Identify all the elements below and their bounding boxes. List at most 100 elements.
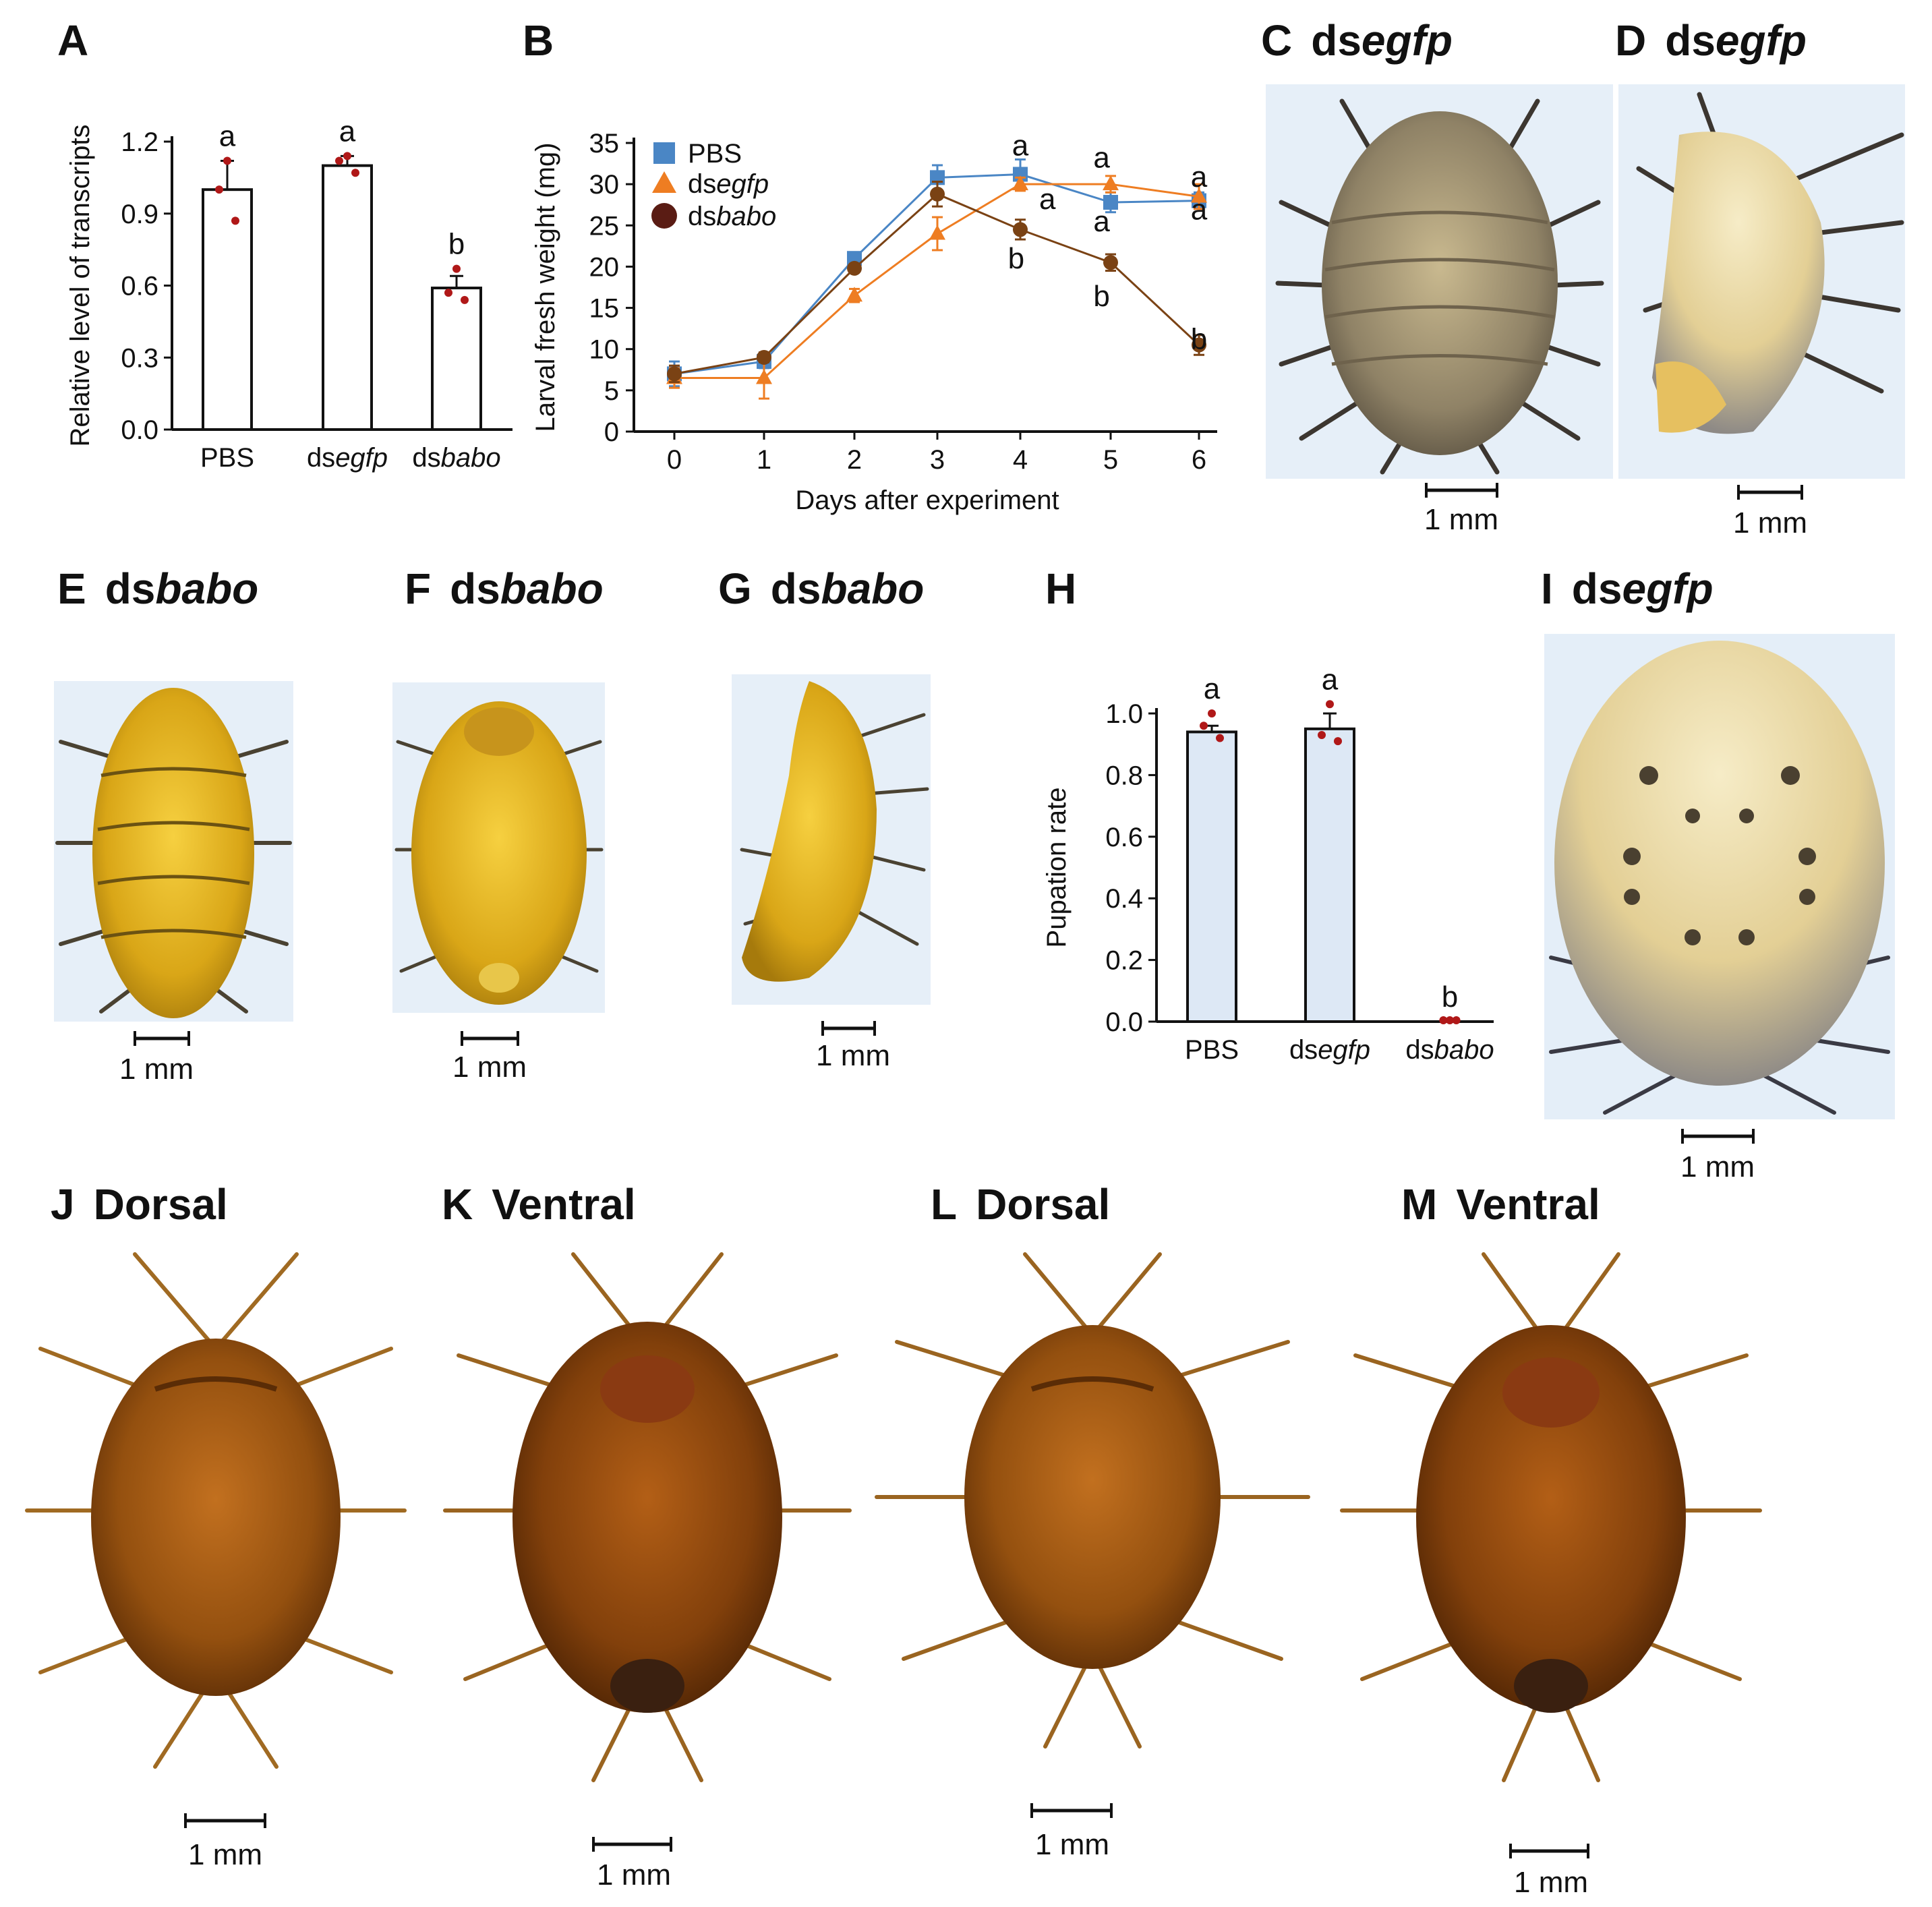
chart-b-ytick-label: 5 xyxy=(604,376,619,406)
chart-b-marker-triangle xyxy=(1012,175,1028,191)
scale-bar-j: 1 mm xyxy=(184,1813,266,1871)
chart-b-ytick-label: 20 xyxy=(589,252,620,282)
panel-h: H 0.0 0.2 0.4 0.6 0.8 1.0 Pupation rate a PBS a ds… xyxy=(1042,564,1494,1065)
chart-b-xtick-label: 2 xyxy=(847,445,862,475)
chart-b-legend-label: dsbabo xyxy=(688,202,776,231)
chart-h-ytick-label: 0.2 xyxy=(1105,946,1143,976)
scale-label-m: 1 mm xyxy=(1514,1866,1588,1899)
scale-label-j: 1 mm xyxy=(188,1838,262,1871)
chart-a-category-label: PBS xyxy=(200,443,254,473)
chart-h-ytick-label: 1.0 xyxy=(1105,699,1143,729)
panel-d-prefix: ds xyxy=(1665,16,1716,65)
chart-b-xtick-label: 3 xyxy=(930,445,945,475)
chart-b-legend-label: dsegfp xyxy=(688,169,769,199)
panel-i-prefix: ds xyxy=(1572,564,1622,613)
chart-b-legend-triangle xyxy=(652,171,676,193)
chart-h-data-point xyxy=(1326,700,1334,709)
chart-b-sig-letter: a xyxy=(1191,160,1208,194)
chart-b-marker-circle xyxy=(1103,255,1118,270)
panel-j-title: J Dorsal xyxy=(51,1180,228,1229)
panel-l-title: L Dorsal xyxy=(931,1180,1110,1229)
panel-f-letter: F xyxy=(405,564,431,613)
scale-bar-e: 1 mm xyxy=(119,1031,194,1086)
chart-b: 0 5 10 15 20 25 30 35 0 1 2 3 4 5 6 Days after experime… xyxy=(531,129,1217,515)
chart-a-data-point xyxy=(223,156,231,165)
panel-c-letter: C xyxy=(1261,16,1292,65)
panel-a-letter: A xyxy=(57,16,88,65)
panel-e-gene: babo xyxy=(155,564,258,613)
chart-a-bar xyxy=(322,164,373,431)
panel-f-prefix: ds xyxy=(450,564,500,613)
panel-g-gene: babo xyxy=(821,564,924,613)
scale-bar-c: 1 mm xyxy=(1424,483,1498,536)
panel-k-view: Ventral xyxy=(492,1180,635,1229)
panel-b: B 0 5 10 15 20 25 30 35 0 1 2 3 4 5 6 Days after experi… xyxy=(523,16,1217,515)
chart-h-y-title: Pupation rate xyxy=(1042,788,1072,948)
photo-k-pupa xyxy=(443,1252,852,1782)
panel-k-title: K Ventral xyxy=(442,1180,636,1229)
panel-e-letter: E xyxy=(57,564,86,613)
panel-m-letter: M xyxy=(1401,1180,1437,1229)
chart-a-data-point xyxy=(461,295,469,304)
chart-h-data-point xyxy=(1200,722,1208,730)
panel-g-letter: G xyxy=(718,564,752,613)
chart-b-ytick-label: 10 xyxy=(589,335,620,365)
chart-b-xtick-label: 4 xyxy=(1013,445,1028,475)
chart-b-x-title: Days after experiment xyxy=(795,486,1059,515)
chart-b-ytick-label: 30 xyxy=(589,170,620,200)
chart-b-ytick-label: 35 xyxy=(589,129,620,158)
chart-b-marker-circle xyxy=(930,186,945,202)
chart-b-marker-circle xyxy=(1192,337,1206,353)
panel-j-letter: J xyxy=(51,1180,75,1229)
chart-h-sig-letter: b xyxy=(1442,980,1458,1014)
chart-h-ytick-label: 0.6 xyxy=(1105,823,1143,852)
chart-b-marker-triangle xyxy=(1103,175,1119,191)
chart-b-sig-letter: b xyxy=(1191,323,1207,356)
chart-a-sig-letter: a xyxy=(339,115,356,148)
photo-j-pupa xyxy=(25,1252,407,1769)
chart-a-data-point xyxy=(335,156,343,165)
scale-label-c: 1 mm xyxy=(1424,503,1498,536)
photo-e-larva xyxy=(55,688,292,1018)
chart-h: 0.0 0.2 0.4 0.6 0.8 1.0 Pupation rate a PBS a dseg… xyxy=(1042,663,1494,1065)
scale-label-g: 1 mm xyxy=(816,1039,890,1072)
panel-d-gene: egfp xyxy=(1716,16,1807,65)
chart-b-legend-label: PBS xyxy=(688,139,742,169)
chart-h-ytick-label: 0.8 xyxy=(1105,761,1143,790)
panel-k-letter: K xyxy=(442,1180,473,1229)
chart-h-sig-letter: a xyxy=(1322,663,1339,696)
chart-a-y-title: Relative level of transcripts xyxy=(65,125,95,447)
chart-b-sig-letter: a xyxy=(1093,205,1110,238)
chart-b-sig-letter: a xyxy=(1191,194,1208,227)
scale-bar-k: 1 mm xyxy=(592,1837,672,1891)
scale-bar-i: 1 mm xyxy=(1680,1129,1755,1183)
chart-h-ytick-label: 0.4 xyxy=(1105,884,1143,914)
photo-l-pupa xyxy=(875,1252,1310,1749)
chart-b-ytick-label: 15 xyxy=(589,294,620,324)
panel-j-view: Dorsal xyxy=(94,1180,228,1229)
chart-b-legend-square xyxy=(653,142,675,164)
chart-a-data-point xyxy=(343,152,351,160)
panel-c-prefix: ds xyxy=(1311,16,1362,65)
photo-g-larva xyxy=(740,681,929,982)
chart-h-data-point xyxy=(1452,1016,1461,1024)
chart-h-sig-letter: a xyxy=(1204,672,1221,705)
chart-b-marker-triangle xyxy=(1191,187,1207,203)
scale-label-k: 1 mm xyxy=(597,1858,671,1891)
chart-a-data-point xyxy=(452,264,461,273)
chart-h-category-label: PBS xyxy=(1185,1035,1239,1065)
photo-d-larva xyxy=(1636,92,1904,434)
chart-a-data-point xyxy=(444,289,452,297)
panel-c-gene: egfp xyxy=(1362,16,1453,65)
chart-b-y-title: Larval fresh weight (mg) xyxy=(531,142,560,432)
scale-label-i: 1 mm xyxy=(1680,1150,1755,1183)
chart-a-data-point xyxy=(215,185,223,194)
